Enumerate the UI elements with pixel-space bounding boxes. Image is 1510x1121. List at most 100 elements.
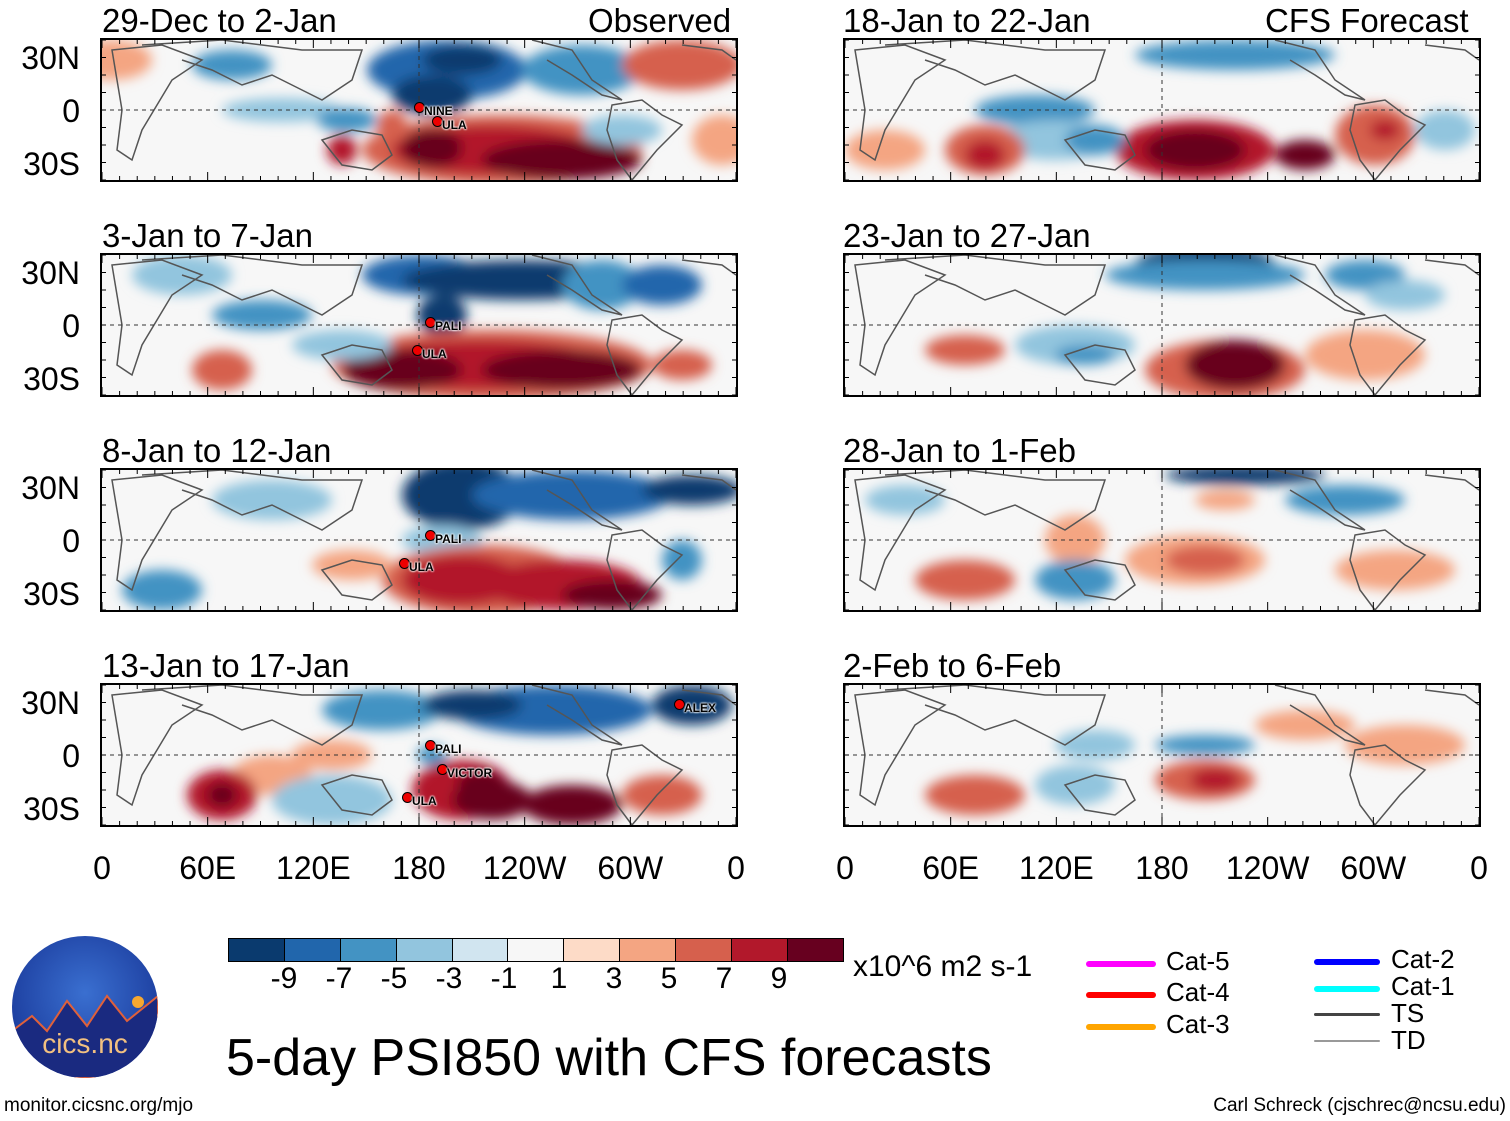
anomaly-contour: [1165, 545, 1245, 575]
lon-label: 120W: [1225, 850, 1310, 886]
lat-label: 0: [62, 523, 80, 559]
anomaly-contour: [1275, 140, 1335, 170]
colorbar-swatch: [620, 939, 677, 961]
anomaly-contour: [582, 115, 662, 145]
map-panel: [843, 38, 1481, 182]
storm-track-icon: [437, 764, 448, 775]
map-panel: [100, 253, 738, 397]
anomaly-contour: [272, 775, 392, 825]
anomaly-contour: [1105, 260, 1305, 290]
forecast-label: CFS Forecast: [1265, 2, 1469, 39]
colorbar-label: 9: [770, 962, 788, 995]
anomaly-contour: [1305, 330, 1425, 380]
coastlines: [111, 255, 736, 395]
anomaly-contour: [327, 135, 357, 165]
lat-label: 30S: [23, 146, 80, 182]
lon-label: 120E: [275, 850, 351, 886]
storm-track-icon: [425, 317, 436, 328]
storm-track-icon: [425, 530, 436, 541]
storm-track-icon: [432, 116, 443, 127]
colorbar-label: -1: [490, 962, 518, 995]
storm-track-icon: [425, 740, 436, 751]
anomaly-contour: [965, 140, 1005, 170]
lon-label: 0: [93, 850, 111, 886]
map-panel: [100, 683, 738, 827]
coastlines: [111, 470, 736, 610]
storm-label: ALEX: [684, 701, 717, 715]
anomaly-contour: [1190, 768, 1240, 792]
legend-line-td: [1314, 1040, 1380, 1042]
anomaly-contour: [1135, 40, 1335, 70]
lat-label: 30N: [21, 255, 80, 291]
coastlines: [111, 40, 736, 180]
anomaly-contour: [422, 45, 502, 75]
anomaly-contour: [1335, 550, 1455, 590]
author-credit: Carl Schreck (cjschrec@ncsu.edu): [1213, 1095, 1506, 1116]
anomaly-contour: [915, 560, 1015, 600]
legend-line-cat-1: [1314, 986, 1380, 992]
anomaly-contour: [562, 580, 662, 610]
anomaly-contour: [1185, 340, 1285, 390]
colorbar-label: -3: [435, 962, 463, 995]
anomaly-contour: [925, 775, 1025, 815]
colorbar-swatch: [676, 939, 733, 961]
anomaly-contour: [212, 480, 332, 520]
figure-title: 5-day PSI850 with CFS forecasts: [226, 1029, 992, 1087]
storm-track-icon: [402, 792, 413, 803]
colorbar-label: 3: [605, 962, 623, 995]
colorbar-swatch: [229, 939, 285, 961]
lon-label: 0: [727, 850, 745, 886]
legend-label: Cat-3: [1166, 1009, 1230, 1039]
lat-label: 0: [62, 738, 80, 774]
anomaly-contour: [1155, 735, 1255, 755]
anomaly-contour: [322, 690, 442, 730]
storm-label: ULA: [412, 794, 437, 808]
map-panel: [843, 253, 1481, 397]
anomaly-contour: [1035, 765, 1115, 805]
lat-label: 30S: [23, 361, 80, 397]
anomaly-contour: [212, 300, 312, 330]
storm-label: PALI: [435, 319, 462, 333]
panel-title: 2-Feb to 6-Feb: [843, 647, 1062, 684]
lat-label: 30S: [23, 576, 80, 612]
colorbar-swatch: [284, 939, 341, 961]
coastlines: [854, 255, 1479, 395]
storm-track-icon: [674, 699, 685, 710]
anomaly-contour: [1415, 110, 1475, 150]
anomaly-contour: [392, 75, 472, 115]
lat-label: 30N: [21, 470, 80, 506]
anomaly-contour: [422, 690, 522, 720]
anomaly-contour: [402, 128, 462, 168]
coastlines: [854, 40, 1479, 180]
legend-label: Cat-5: [1166, 946, 1230, 976]
legend-label: TD: [1391, 1025, 1426, 1055]
colorbar: [228, 938, 844, 962]
panel-title: 29-Dec to 2-Jan: [102, 2, 337, 39]
panel-title: 28-Jan to 1-Feb: [843, 432, 1076, 469]
source-url[interactable]: monitor.cicsnc.org/mjo: [4, 1095, 194, 1116]
colorbar-swatch: [340, 939, 397, 961]
anomaly-contour: [122, 570, 202, 610]
anomaly-contour: [925, 335, 1005, 365]
anomaly-contour: [292, 740, 372, 770]
panel-title: 18-Jan to 22-Jan: [843, 2, 1091, 39]
lon-label: 120W: [482, 850, 567, 886]
anomaly-contour: [622, 40, 736, 90]
lon-label: 60E: [922, 850, 980, 886]
map-panel: [100, 38, 738, 182]
anomaly-contour: [642, 475, 736, 505]
logo-text: cics.nc: [42, 1028, 128, 1059]
anomaly-contour: [622, 775, 702, 815]
coastlines: [111, 685, 736, 825]
anomaly-contour: [342, 350, 462, 390]
lat-label: 30N: [21, 40, 80, 76]
observed-label: Observed: [588, 2, 732, 39]
colorbar-label: -9: [270, 962, 298, 995]
storm-label: VICTOR: [447, 766, 493, 780]
anomaly-contour: [662, 540, 702, 580]
lat-label: 30N: [21, 685, 80, 721]
legend-label: Cat-2: [1391, 944, 1455, 974]
colorbar-swatch: [564, 939, 621, 961]
lon-label: 0: [1470, 850, 1488, 886]
